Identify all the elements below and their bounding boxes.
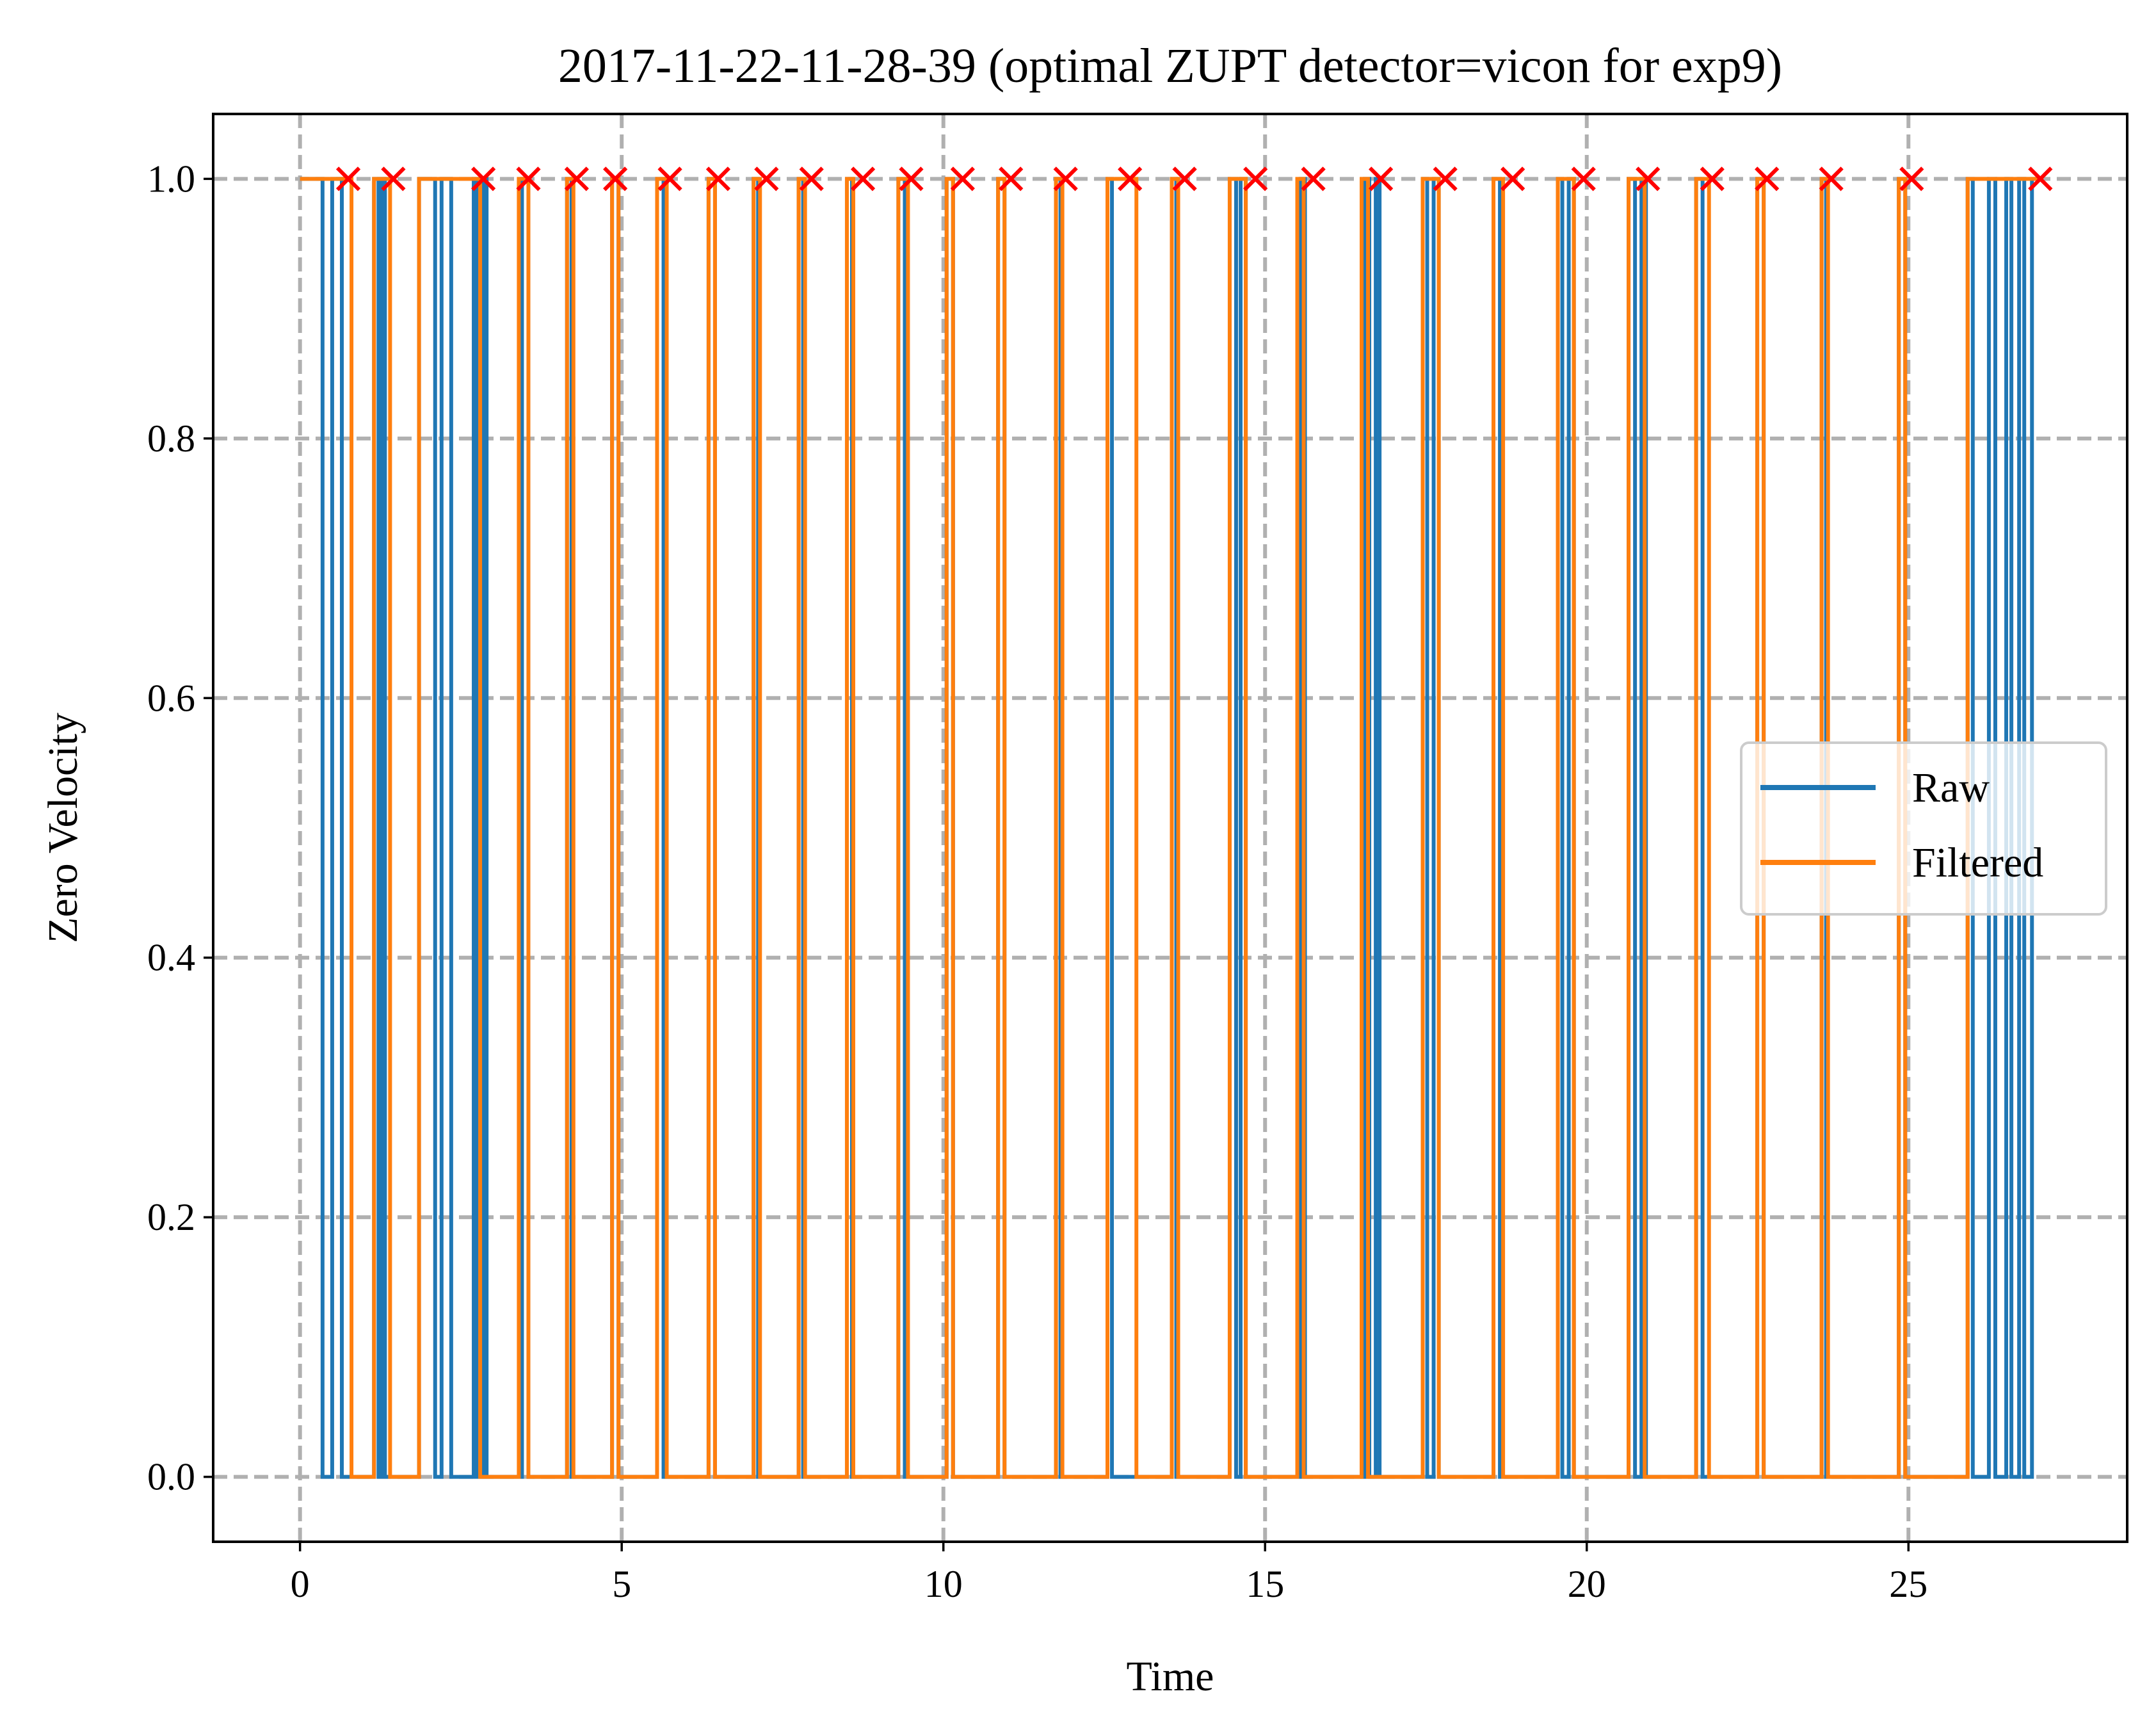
x-marker [1369,166,1394,191]
x-tick-label: 15 [1246,1563,1284,1605]
x-marker [1636,166,1661,191]
x-marker [799,166,824,191]
x-marker [950,166,975,191]
x-marker [1700,166,1725,191]
x-marker [516,166,541,191]
x-marker [381,166,406,191]
y-tick-label: 0.4 [147,937,195,979]
x-marker [335,166,361,191]
x-marker [1301,166,1326,191]
x-marker [603,166,628,191]
x-axis-label: Time [1127,1653,1214,1700]
x-tick-label: 5 [612,1563,631,1605]
x-marker [754,166,779,191]
plot-frame [212,113,2128,1543]
y-axis-label: Zero Velocity [40,713,86,943]
x-marker [1172,166,1197,191]
x-marker [1500,166,1525,191]
chart-title: 2017-11-22-11-28-39 (optimal ZUPT detect… [558,39,1782,93]
x-marker [899,166,924,191]
legend: Raw Filtered [1740,741,2107,916]
x-tick-label: 25 [1889,1563,1927,1605]
x-marker [850,166,876,191]
series-filtered-line [300,177,2041,1479]
legend-label-filtered: Filtered [1912,839,2043,886]
x-marker [705,166,731,191]
y-tick-label: 0.0 [147,1456,195,1498]
x-marker [999,166,1024,191]
x-marker [1899,166,1924,191]
x-tick-label: 0 [291,1563,310,1605]
y-tick-label: 0.2 [147,1196,195,1238]
x-marker [1433,166,1458,191]
x-marker [1571,166,1596,191]
x-tick-label: 20 [1568,1563,1606,1605]
x-marker [657,166,682,191]
x-marker [1755,166,1780,191]
y-tick-label: 0.8 [147,417,195,460]
x-marker [1053,166,1078,191]
x-marker [471,166,496,191]
x-marker [2028,166,2053,191]
x-tick-label: 10 [924,1563,963,1605]
x-marker [1118,166,1143,191]
legend-label-raw: Raw [1912,764,1990,811]
x-marker [564,166,589,191]
axis-ticks: 0 5 10 15 20 25 0.0 0.2 0.4 0.6 0.8 1.0 [147,158,1927,1605]
x-marker [1243,166,1268,191]
y-tick-label: 0.6 [147,677,195,719]
x-markers [335,166,2053,191]
x-marker [1819,166,1844,191]
y-tick-label: 1.0 [147,158,195,200]
